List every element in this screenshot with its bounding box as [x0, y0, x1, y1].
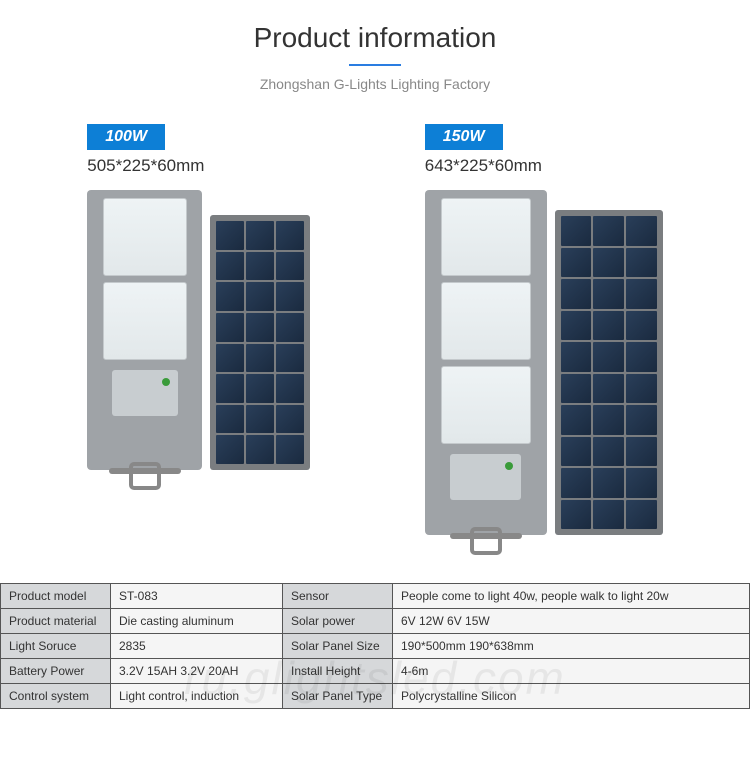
- spec-label: Sensor: [283, 584, 393, 609]
- spec-value: 4-6m: [393, 659, 750, 684]
- products-row: 100W 505*225*60mm 150W 643*225*60mm: [0, 104, 750, 545]
- watt-badge: 100W: [87, 124, 165, 150]
- product-images: [87, 190, 310, 470]
- spec-value: ST-083: [111, 584, 283, 609]
- spec-label: Solar Panel Type: [283, 684, 393, 709]
- spec-value: Light control, induction: [111, 684, 283, 709]
- title-divider: [349, 64, 401, 66]
- spec-label: Light Soruce: [1, 634, 111, 659]
- spec-label: Battery Power: [1, 659, 111, 684]
- spec-value: Die casting aluminum: [111, 609, 283, 634]
- spec-value: 3.2V 15AH 3.2V 20AH: [111, 659, 283, 684]
- page-subtitle: Zhongshan G-Lights Lighting Factory: [0, 76, 750, 92]
- table-row: Product model ST-083 Sensor People come …: [1, 584, 750, 609]
- spec-value: Polycrystalline Silicon: [393, 684, 750, 709]
- lamp-front-icon: [87, 190, 202, 470]
- spec-value: 6V 12W 6V 15W: [393, 609, 750, 634]
- spec-table: Product model ST-083 Sensor People come …: [0, 583, 750, 709]
- header: Product information Zhongshan G-Lights L…: [0, 0, 750, 104]
- solar-panel-icon: [555, 210, 663, 535]
- product-100w: 100W 505*225*60mm: [87, 124, 310, 535]
- table-row: Light Soruce 2835 Solar Panel Size 190*5…: [1, 634, 750, 659]
- table-row: Product material Die casting aluminum So…: [1, 609, 750, 634]
- spec-value: People come to light 40w, people walk to…: [393, 584, 750, 609]
- spec-value: 2835: [111, 634, 283, 659]
- dimensions: 643*225*60mm: [425, 156, 542, 176]
- table-row: Battery Power 3.2V 15AH 3.2V 20AH Instal…: [1, 659, 750, 684]
- spec-label: Install Height: [283, 659, 393, 684]
- dimensions: 505*225*60mm: [87, 156, 204, 176]
- solar-panel-icon: [210, 215, 310, 470]
- spec-value: 190*500mm 190*638mm: [393, 634, 750, 659]
- lamp-front-icon: [425, 190, 547, 535]
- spec-label: Product model: [1, 584, 111, 609]
- product-150w: 150W 643*225*60mm: [425, 124, 663, 535]
- spec-label: Solar power: [283, 609, 393, 634]
- page-title: Product information: [0, 22, 750, 54]
- watt-badge: 150W: [425, 124, 503, 150]
- spec-label: Control system: [1, 684, 111, 709]
- spec-label: Solar Panel Size: [283, 634, 393, 659]
- table-row: Control system Light control, induction …: [1, 684, 750, 709]
- product-images: [425, 190, 663, 535]
- spec-label: Product material: [1, 609, 111, 634]
